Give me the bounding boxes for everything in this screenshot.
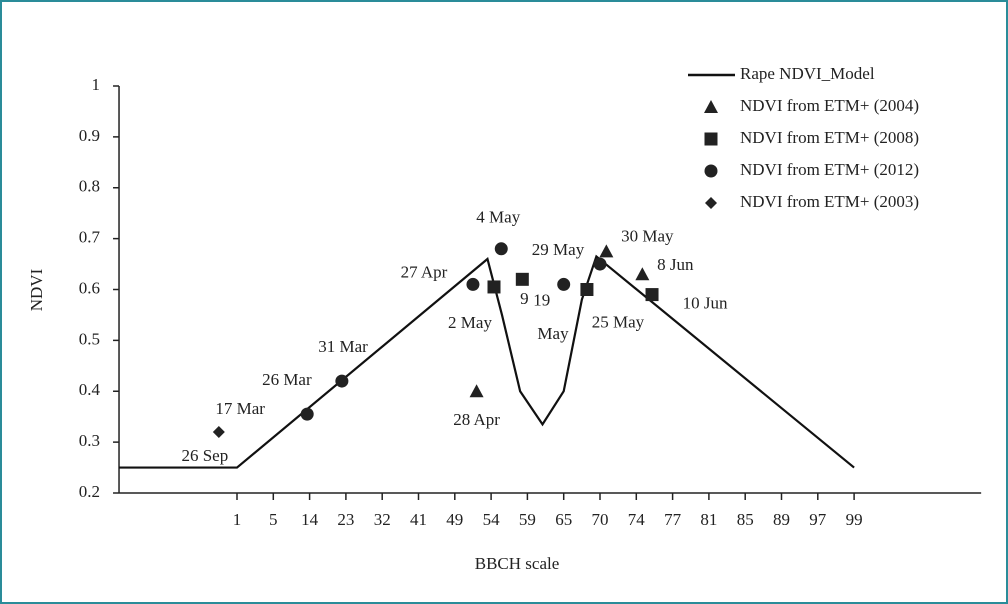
- legend-label: Rape NDVI_Model: [740, 64, 875, 83]
- point-label: 26 Mar: [262, 370, 312, 389]
- x-tick-label: 32: [374, 510, 391, 529]
- diamond-marker: [212, 425, 225, 438]
- legend-label: NDVI from ETM+ (2003): [740, 192, 919, 211]
- y-tick-label: 0.3: [79, 431, 100, 450]
- y-tick-label: 0.8: [79, 177, 100, 196]
- x-tick-label: 49: [446, 510, 463, 529]
- point-label: 27 Apr: [401, 262, 448, 281]
- x-tick-label: 1: [233, 510, 242, 529]
- x-tick-label: 97: [809, 510, 827, 529]
- point-label: 29 May: [532, 240, 585, 259]
- point-label: 8 Jun: [657, 255, 694, 274]
- x-tick-label: 54: [483, 510, 501, 529]
- diamond-marker: [705, 197, 717, 209]
- x-tick-label: 99: [846, 510, 863, 529]
- x-tick-label: 65: [555, 510, 572, 529]
- x-axis-title: BBCH scale: [475, 554, 560, 573]
- point-label: 26 Sep: [181, 446, 228, 465]
- point-label: 9: [520, 289, 529, 308]
- circle-marker: [466, 277, 480, 291]
- point-label: 4 May: [476, 208, 520, 227]
- triangle-marker: [704, 100, 718, 113]
- y-tick-label: 0.9: [79, 126, 100, 145]
- circle-marker: [494, 242, 508, 256]
- x-tick-label: 85: [737, 510, 754, 529]
- square-marker: [515, 272, 529, 286]
- legend-label: NDVI from ETM+ (2012): [740, 160, 919, 179]
- point-label: 28 Apr: [453, 410, 500, 429]
- square-marker: [704, 132, 718, 146]
- square-marker: [487, 280, 501, 294]
- x-tick-label: 41: [410, 510, 427, 529]
- square-marker: [645, 288, 659, 302]
- circle-marker: [557, 277, 571, 291]
- x-tick-label: 59: [519, 510, 536, 529]
- x-tick-label: 74: [628, 510, 646, 529]
- annotation: 31 Mar: [318, 337, 368, 356]
- x-tick-label: 77: [664, 510, 682, 529]
- model-line: [119, 254, 855, 469]
- point-label: 17 Mar: [215, 399, 265, 418]
- circle-marker: [704, 164, 718, 178]
- point-label: 30 May: [621, 226, 674, 245]
- annotation: May: [537, 324, 569, 343]
- y-tick-label: 1: [92, 75, 101, 94]
- x-tick-label: 14: [301, 510, 319, 529]
- point-label: 19: [533, 290, 550, 309]
- x-tick-label: 89: [773, 510, 790, 529]
- y-tick-label: 0.2: [79, 482, 100, 501]
- y-tick-label: 0.6: [79, 278, 100, 297]
- x-tick-label: 81: [700, 510, 717, 529]
- x-tick-label: 70: [592, 510, 609, 529]
- circle-marker: [593, 257, 607, 271]
- point-label: 2 May: [448, 313, 492, 332]
- x-tick-label: 23: [337, 510, 354, 529]
- y-axis-title: NDVI: [27, 268, 46, 311]
- point-label: 25 May: [592, 312, 645, 331]
- triangle-marker: [469, 384, 484, 398]
- legend-label: NDVI from ETM+ (2004): [740, 96, 919, 115]
- circle-marker: [300, 407, 314, 421]
- y-tick-label: 0.5: [79, 329, 100, 348]
- square-marker: [580, 283, 594, 296]
- triangle-marker: [635, 267, 650, 281]
- triangle-marker: [599, 244, 614, 258]
- circle-marker: [335, 374, 349, 388]
- x-tick-label: 5: [269, 510, 278, 529]
- point-label: 10 Jun: [683, 293, 728, 312]
- y-tick-label: 0.4: [79, 380, 101, 399]
- legend-label: NDVI from ETM+ (2008): [740, 128, 919, 147]
- y-tick-label: 0.7: [79, 228, 101, 247]
